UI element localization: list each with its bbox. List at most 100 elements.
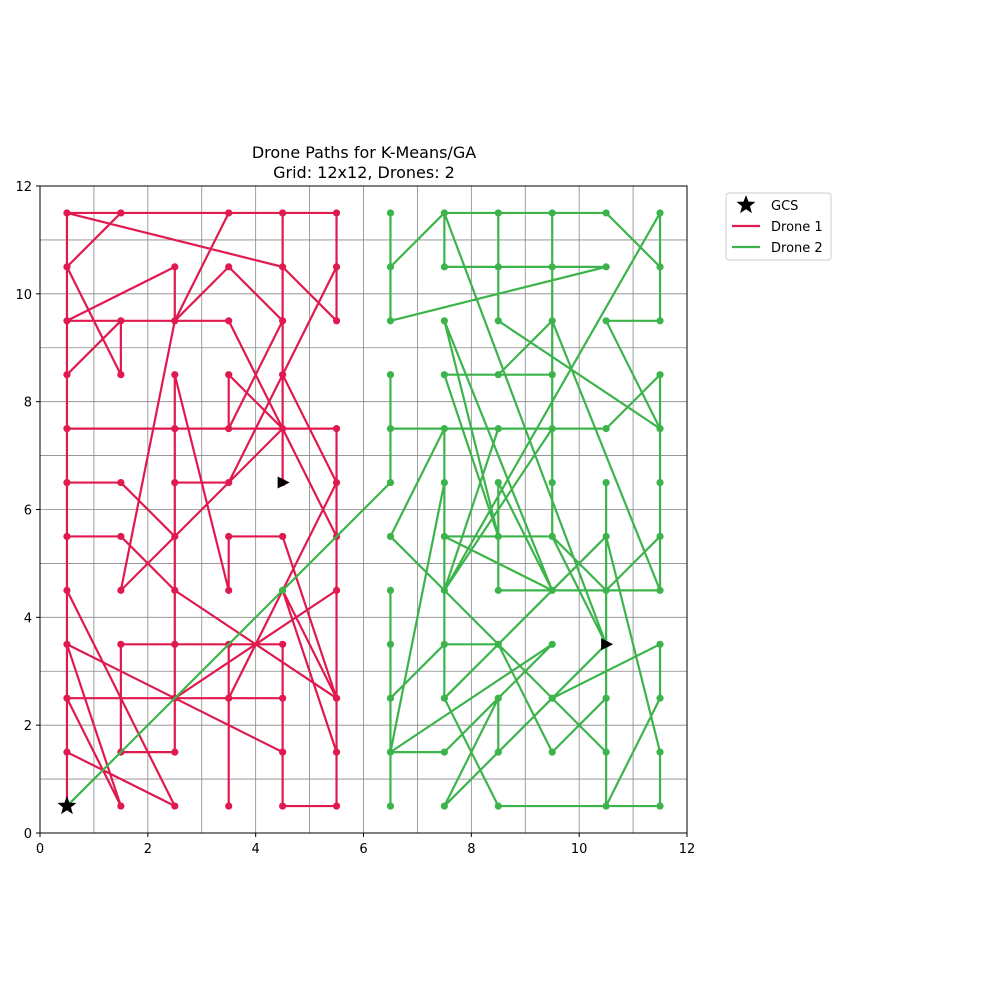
drone-2-waypoint — [548, 371, 556, 379]
drone-1-waypoint — [225, 317, 233, 325]
y-tick-label: 6 — [24, 504, 32, 519]
y-tick-label: 4 — [24, 611, 32, 626]
drone-2-end-triangle-marker — [601, 638, 614, 651]
drone-1-waypoint — [63, 209, 71, 217]
chart-subtitle: Grid: 12x12, Drones: 2 — [273, 163, 455, 182]
drone-1-waypoint — [225, 263, 233, 271]
drone-2-waypoint — [440, 748, 448, 756]
y-tick-label: 8 — [24, 396, 32, 411]
drone-2-waypoint — [656, 802, 664, 810]
drone-1-waypoint — [117, 532, 125, 541]
drone-1-waypoint — [332, 425, 341, 433]
drone-2-waypoint — [602, 694, 610, 702]
drone-2-waypoint — [494, 478, 502, 487]
drone-2-waypoint — [386, 478, 395, 487]
drone-2-waypoint — [440, 802, 448, 810]
x-tick-label: 8 — [467, 842, 475, 857]
drone-2-waypoint — [656, 371, 664, 379]
drone-2-waypoint — [548, 478, 556, 487]
drone-1-waypoint — [332, 263, 341, 271]
drone-1-waypoint — [279, 425, 287, 433]
drone-2-waypoint — [494, 748, 502, 756]
y-tick-label: 2 — [24, 719, 32, 734]
drone-1-waypoint — [171, 371, 179, 379]
drone-1-waypoint — [63, 748, 71, 756]
legend-label-drone-1: Drone 1 — [771, 220, 823, 235]
drone-1-waypoint — [279, 748, 287, 756]
drone-2-waypoint — [656, 317, 664, 325]
drone-1-waypoint — [63, 586, 71, 594]
drone-2-waypoint — [602, 586, 610, 594]
drone-1-waypoint — [117, 586, 125, 594]
x-tick-label: 4 — [252, 842, 260, 857]
drone-2-waypoint — [494, 802, 502, 810]
drone-1-waypoint — [171, 586, 179, 594]
x-tick-label: 10 — [571, 842, 588, 857]
drone-1-waypoint — [171, 532, 179, 541]
drone-2-path-layer — [65, 209, 664, 810]
drone-2-waypoint — [656, 209, 664, 217]
drone-1-waypoint — [279, 263, 287, 271]
drone-1-waypoint — [117, 317, 125, 325]
drone-1-waypoint — [225, 586, 233, 594]
drone-2-waypoint — [548, 748, 556, 756]
drone-2-waypoint — [386, 263, 395, 271]
drone-2-waypoint — [602, 425, 610, 433]
drone-2-waypoint — [494, 317, 502, 325]
drone-2-waypoint — [548, 425, 556, 433]
drone-1-waypoint — [171, 425, 179, 433]
drone-2-waypoint — [602, 532, 610, 541]
drone-2-waypoint — [440, 425, 448, 433]
drone-1-waypoint — [117, 209, 125, 217]
drone-2-waypoint — [279, 586, 287, 594]
drone-2-waypoint — [386, 694, 395, 702]
axis-ticks: 0 2 4 6 8 10 12 0 2 4 6 8 10 12 — [15, 180, 695, 857]
drone-2-waypoint — [494, 209, 502, 217]
drone-2-waypoint — [386, 586, 395, 594]
drone-2-waypoint — [494, 263, 502, 271]
drone-2-waypoint — [494, 640, 502, 648]
drone-2-waypoint — [656, 586, 664, 594]
drone-2-waypoint — [494, 694, 502, 702]
drone-2-waypoint — [656, 640, 664, 648]
x-tick-label: 6 — [359, 842, 367, 857]
drone-1-waypoint — [332, 478, 341, 487]
drone-1-waypoint — [332, 802, 341, 810]
drone-1-waypoint — [63, 317, 71, 325]
drone-2-waypoint — [440, 263, 448, 271]
drone-2-waypoint — [440, 478, 448, 487]
drone-2-waypoint — [440, 694, 448, 702]
drone-1-end-triangle-marker — [277, 476, 290, 489]
drone-1-path-line — [65, 211, 338, 808]
drone-1-waypoint — [279, 694, 287, 702]
drone-1-waypoint — [225, 532, 233, 541]
drone-1-waypoint — [171, 263, 179, 271]
drone-2-waypoint — [386, 425, 395, 433]
drone-2-waypoint — [548, 694, 556, 702]
drone-1-waypoint — [225, 209, 233, 217]
drone-2-waypoint — [386, 317, 395, 325]
drone-2-waypoint — [386, 371, 395, 379]
drone-1-waypoint — [332, 209, 341, 217]
y-tick-label: 12 — [15, 180, 32, 195]
drone-1-waypoint — [117, 478, 125, 487]
drone-1-waypoint — [225, 802, 233, 810]
drone-2-waypoint — [440, 532, 448, 541]
legend: GCS Drone 1 Drone 2 — [725, 192, 832, 261]
drone-1-waypoint — [332, 748, 341, 756]
drone-2-waypoint — [656, 532, 664, 541]
y-tick-label: 0 — [24, 827, 32, 842]
drone-2-waypoint — [440, 640, 448, 648]
gcs-star-marker — [57, 796, 77, 815]
drone-2-waypoint — [386, 748, 395, 756]
drone-2-waypoint — [494, 371, 502, 379]
legend-box — [725, 192, 832, 261]
x-tick-label: 12 — [679, 842, 696, 857]
drone-2-waypoint — [440, 317, 448, 325]
drone-1-waypoint — [63, 532, 71, 541]
drone-2-waypoint — [602, 748, 610, 756]
drone-1-waypoint — [332, 317, 341, 325]
drone-2-waypoint — [548, 586, 556, 594]
drone-2-waypoint — [656, 748, 664, 756]
drone-2-waypoint — [494, 425, 502, 433]
